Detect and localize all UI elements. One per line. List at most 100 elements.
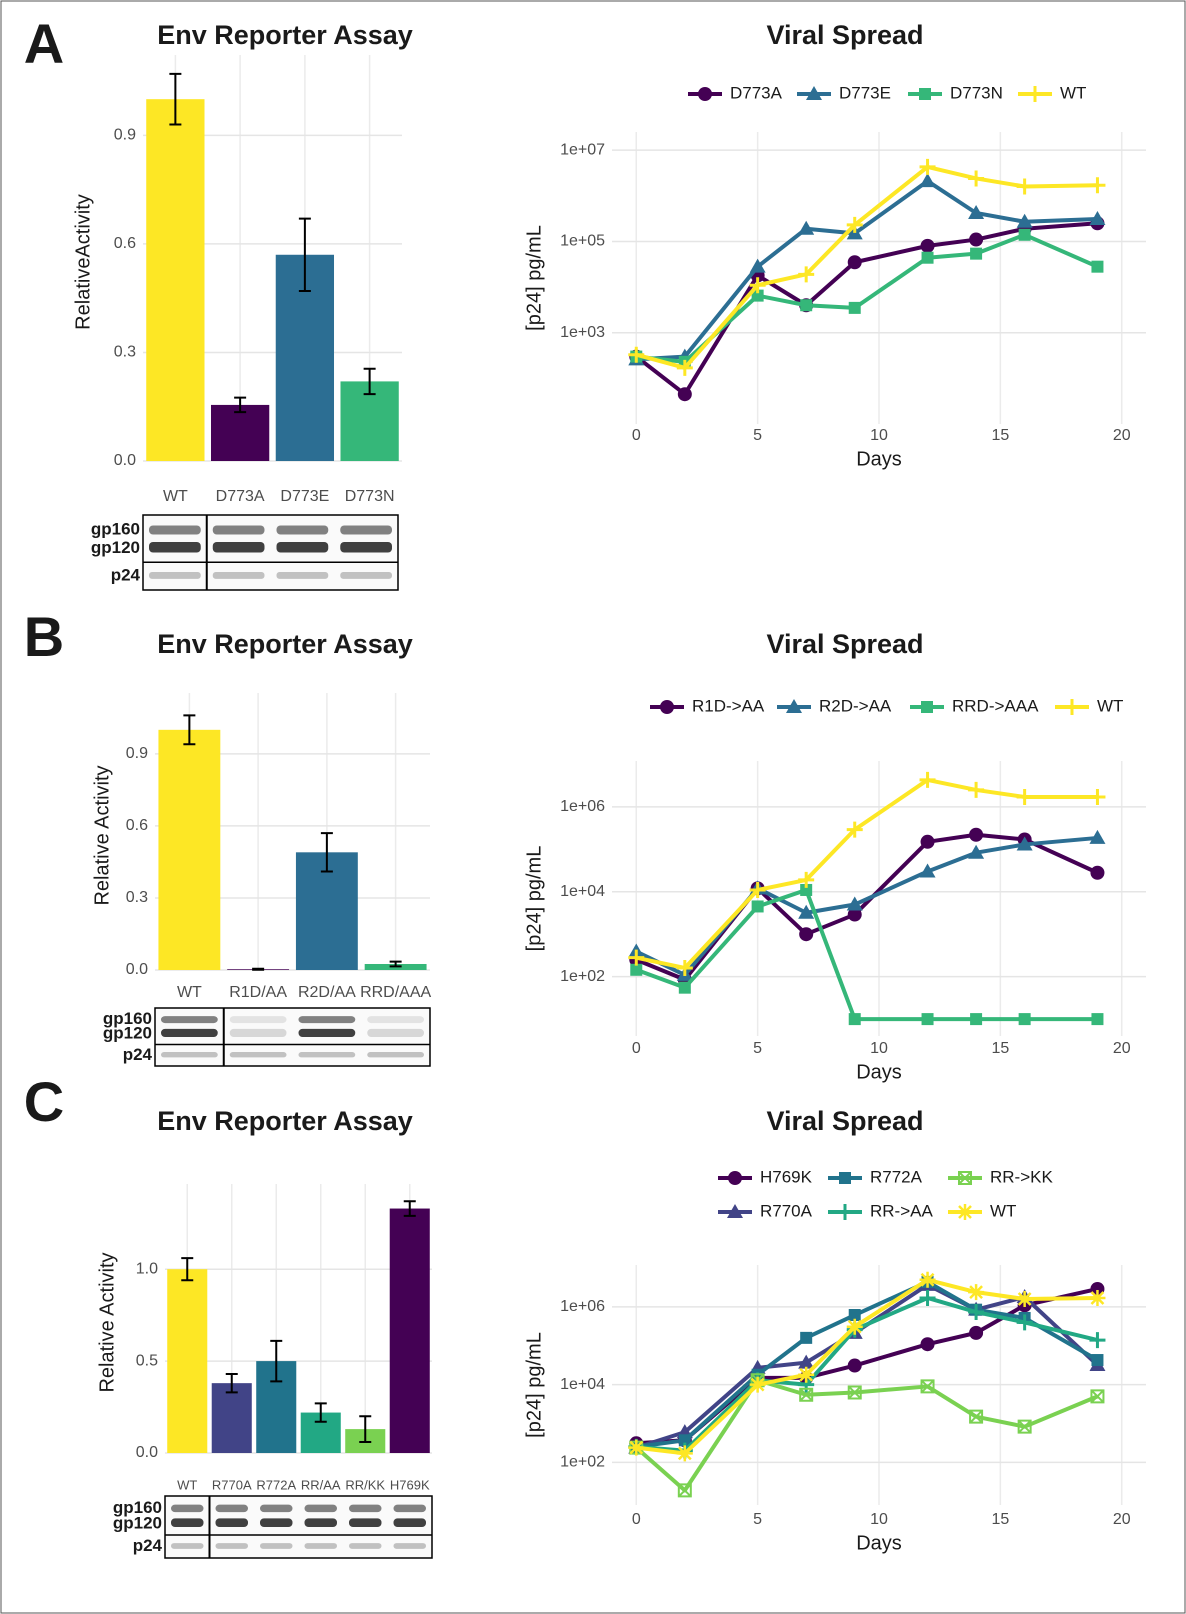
marker — [848, 1309, 861, 1322]
y-tick-label: 0.3 — [126, 889, 148, 906]
blot-band — [367, 1028, 424, 1037]
marker — [798, 266, 815, 283]
blot-band — [340, 571, 392, 579]
marker — [921, 251, 934, 264]
marker — [847, 1358, 862, 1373]
legend-label: R772A — [870, 1167, 923, 1186]
marker — [969, 232, 984, 247]
y-tick-label: 1e+04 — [560, 1376, 605, 1393]
marker — [749, 1376, 766, 1393]
blot-label: gp120 — [113, 1513, 162, 1532]
blot-band — [161, 1016, 218, 1024]
blot-band — [215, 1504, 248, 1513]
bar — [146, 99, 205, 461]
marker — [847, 907, 862, 922]
series-line — [635, 164, 1098, 370]
y-tick-label: 0.5 — [136, 1352, 158, 1369]
marker — [1018, 1013, 1031, 1026]
blot-band — [304, 1504, 337, 1513]
marker — [919, 1271, 936, 1288]
blot-band — [171, 1543, 204, 1549]
blot-band — [215, 1518, 248, 1527]
y-tick-label: 1.0 — [136, 1260, 158, 1277]
legend-label: R770A — [760, 1201, 813, 1220]
error-bar — [403, 1200, 416, 1217]
x-tick-label: R770A — [212, 1477, 252, 1492]
marker — [969, 1409, 984, 1424]
marker — [968, 170, 985, 187]
marker — [968, 1304, 985, 1321]
blot-band — [367, 1052, 424, 1058]
x-tick-label: 0 — [632, 1040, 641, 1057]
error-bar — [183, 714, 196, 746]
panel-letter: B — [24, 605, 64, 668]
blot-band — [212, 525, 265, 535]
blot-band — [149, 525, 201, 535]
x-tick-label: H769K — [390, 1477, 430, 1492]
chart-title: Viral Spread — [766, 1106, 923, 1136]
marker — [919, 1289, 936, 1306]
error-bar — [252, 967, 265, 971]
blot-band — [349, 1543, 382, 1549]
blot-band — [260, 1504, 293, 1513]
error-bar — [389, 960, 402, 968]
marker — [1016, 178, 1033, 195]
x-tick-label: 5 — [753, 1511, 762, 1528]
x-tick-label: WT — [177, 984, 202, 1001]
series-line — [635, 777, 1098, 970]
error-bar — [181, 1257, 194, 1282]
x-tick-label: 10 — [870, 427, 888, 444]
marker — [677, 1483, 692, 1498]
marker — [919, 771, 936, 788]
marker — [1016, 213, 1033, 228]
marker — [957, 1204, 973, 1220]
x-tick-label: 0 — [632, 427, 641, 444]
y-tick-label: 1e+06 — [560, 798, 605, 815]
marker — [1027, 86, 1043, 102]
marker — [677, 387, 692, 402]
x-axis-title: Days — [856, 1061, 902, 1083]
marker — [969, 827, 984, 842]
legend-label: WT — [990, 1201, 1016, 1220]
blot-label: gp120 — [91, 538, 140, 557]
x-tick-label: 5 — [753, 427, 762, 444]
marker — [921, 701, 933, 713]
legend-label: RRD->AAA — [952, 696, 1039, 715]
chart-title: Viral Spread — [766, 20, 923, 50]
blot-band — [298, 1016, 356, 1024]
blot-band — [367, 1016, 424, 1024]
y-tick-label: 1e+07 — [560, 141, 605, 158]
marker — [800, 883, 813, 896]
x-tick-label: R1D/AA — [229, 984, 287, 1001]
legend-label: R1D->AA — [692, 696, 765, 715]
marker — [1018, 228, 1031, 241]
marker — [676, 959, 693, 976]
x-tick-label: D773E — [280, 488, 329, 505]
x-tick-label: 20 — [1113, 1511, 1131, 1528]
x-tick-label: D773A — [216, 488, 265, 505]
blot-band — [349, 1518, 382, 1527]
marker — [751, 289, 764, 302]
x-tick-label: 15 — [991, 1511, 1009, 1528]
legend-label: RR->AA — [870, 1201, 933, 1220]
marker — [676, 1445, 693, 1462]
marker — [628, 949, 645, 966]
x-tick-label: 20 — [1113, 1040, 1131, 1057]
x-tick-label: 15 — [991, 427, 1009, 444]
marker — [798, 220, 815, 235]
marker — [799, 1387, 814, 1402]
blot-band — [393, 1518, 426, 1527]
x-tick-label: 20 — [1113, 427, 1131, 444]
marker — [970, 1013, 983, 1026]
blot-band — [340, 525, 392, 535]
y-tick-label: 0.0 — [126, 961, 148, 978]
y-tick-label: 0.0 — [114, 452, 136, 469]
marker — [806, 86, 822, 100]
marker — [958, 1171, 972, 1185]
bar — [158, 729, 221, 970]
marker — [749, 258, 766, 273]
marker — [630, 963, 643, 976]
blot-band — [340, 542, 392, 553]
legend-label: D773A — [730, 83, 783, 102]
